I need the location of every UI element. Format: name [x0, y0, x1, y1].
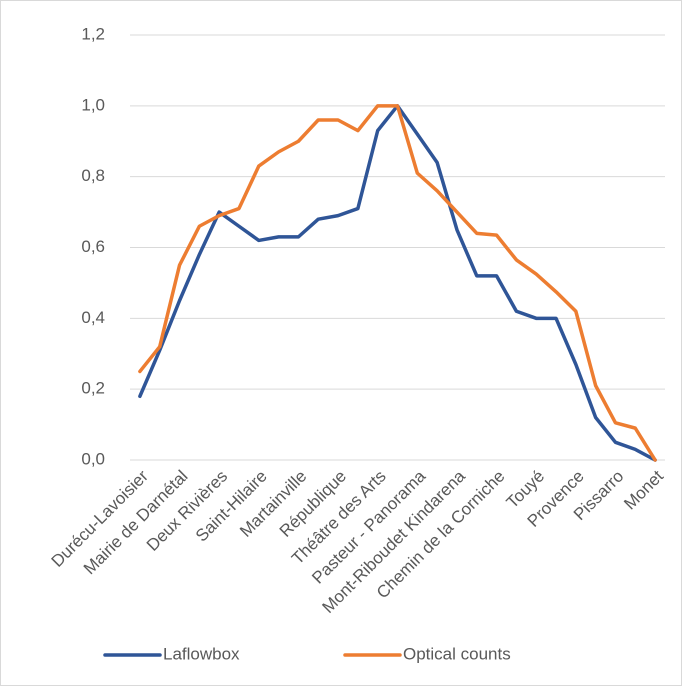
y-tick-label: 0,2	[81, 379, 105, 398]
legend-label: Laflowbox	[163, 644, 240, 663]
y-tick-label: 0,6	[81, 237, 105, 256]
y-tick-label: 1,0	[81, 95, 105, 114]
y-tick-label: 0,0	[81, 449, 105, 468]
legend-label: Optical counts	[403, 644, 511, 663]
y-tick-label: 1,2	[81, 24, 105, 43]
y-tick-label: 0,4	[81, 308, 105, 327]
series-line	[138, 104, 657, 462]
y-tick-label: 0,8	[81, 166, 105, 185]
